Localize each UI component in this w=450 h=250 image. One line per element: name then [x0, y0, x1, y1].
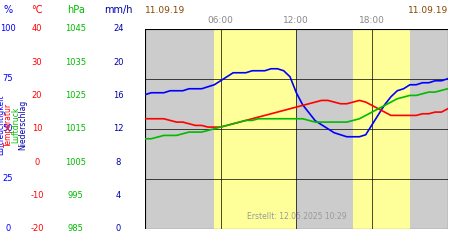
Text: 20: 20	[113, 58, 124, 66]
Text: 8: 8	[116, 158, 121, 166]
Text: 12: 12	[113, 124, 124, 133]
Text: hPa: hPa	[67, 5, 85, 15]
Bar	[353, 29, 410, 229]
Bar	[214, 29, 296, 229]
Text: 0: 0	[34, 158, 40, 166]
Text: 985: 985	[68, 224, 84, 233]
Text: 1035: 1035	[65, 58, 86, 66]
Text: -10: -10	[30, 191, 44, 200]
Text: %: %	[4, 5, 13, 15]
Text: 06:00: 06:00	[207, 16, 234, 25]
Text: 12:00: 12:00	[284, 16, 309, 25]
Text: 75: 75	[3, 74, 14, 83]
Text: 16: 16	[113, 91, 124, 100]
Text: Luftdruck: Luftdruck	[11, 107, 20, 143]
Text: 25: 25	[3, 174, 14, 183]
Text: 40: 40	[32, 24, 42, 33]
Text: 0: 0	[5, 224, 11, 233]
Text: 1045: 1045	[65, 24, 86, 33]
Text: 18:00: 18:00	[359, 16, 385, 25]
Text: 50: 50	[3, 124, 14, 133]
Text: -20: -20	[30, 224, 44, 233]
Text: 0: 0	[116, 224, 121, 233]
Text: Luftfeuchtigkeit: Luftfeuchtigkeit	[0, 95, 5, 155]
Text: °C: °C	[31, 5, 43, 15]
Text: 10: 10	[32, 124, 42, 133]
Text: Niederschlag: Niederschlag	[18, 100, 27, 150]
Text: 1015: 1015	[65, 124, 86, 133]
Text: 20: 20	[32, 91, 42, 100]
Text: 995: 995	[68, 191, 84, 200]
Text: 4: 4	[116, 191, 121, 200]
Text: 11.09.19: 11.09.19	[408, 6, 448, 15]
Text: 30: 30	[32, 58, 42, 66]
Text: 24: 24	[113, 24, 124, 33]
Text: 100: 100	[0, 24, 16, 33]
Text: Temperatur: Temperatur	[4, 103, 13, 147]
Text: mm/h: mm/h	[104, 5, 133, 15]
Text: Erstellt: 12.05.2025 10:29: Erstellt: 12.05.2025 10:29	[247, 212, 346, 221]
Text: 1025: 1025	[65, 91, 86, 100]
Text: 11.09.19: 11.09.19	[145, 6, 185, 15]
Text: 1005: 1005	[65, 158, 86, 166]
